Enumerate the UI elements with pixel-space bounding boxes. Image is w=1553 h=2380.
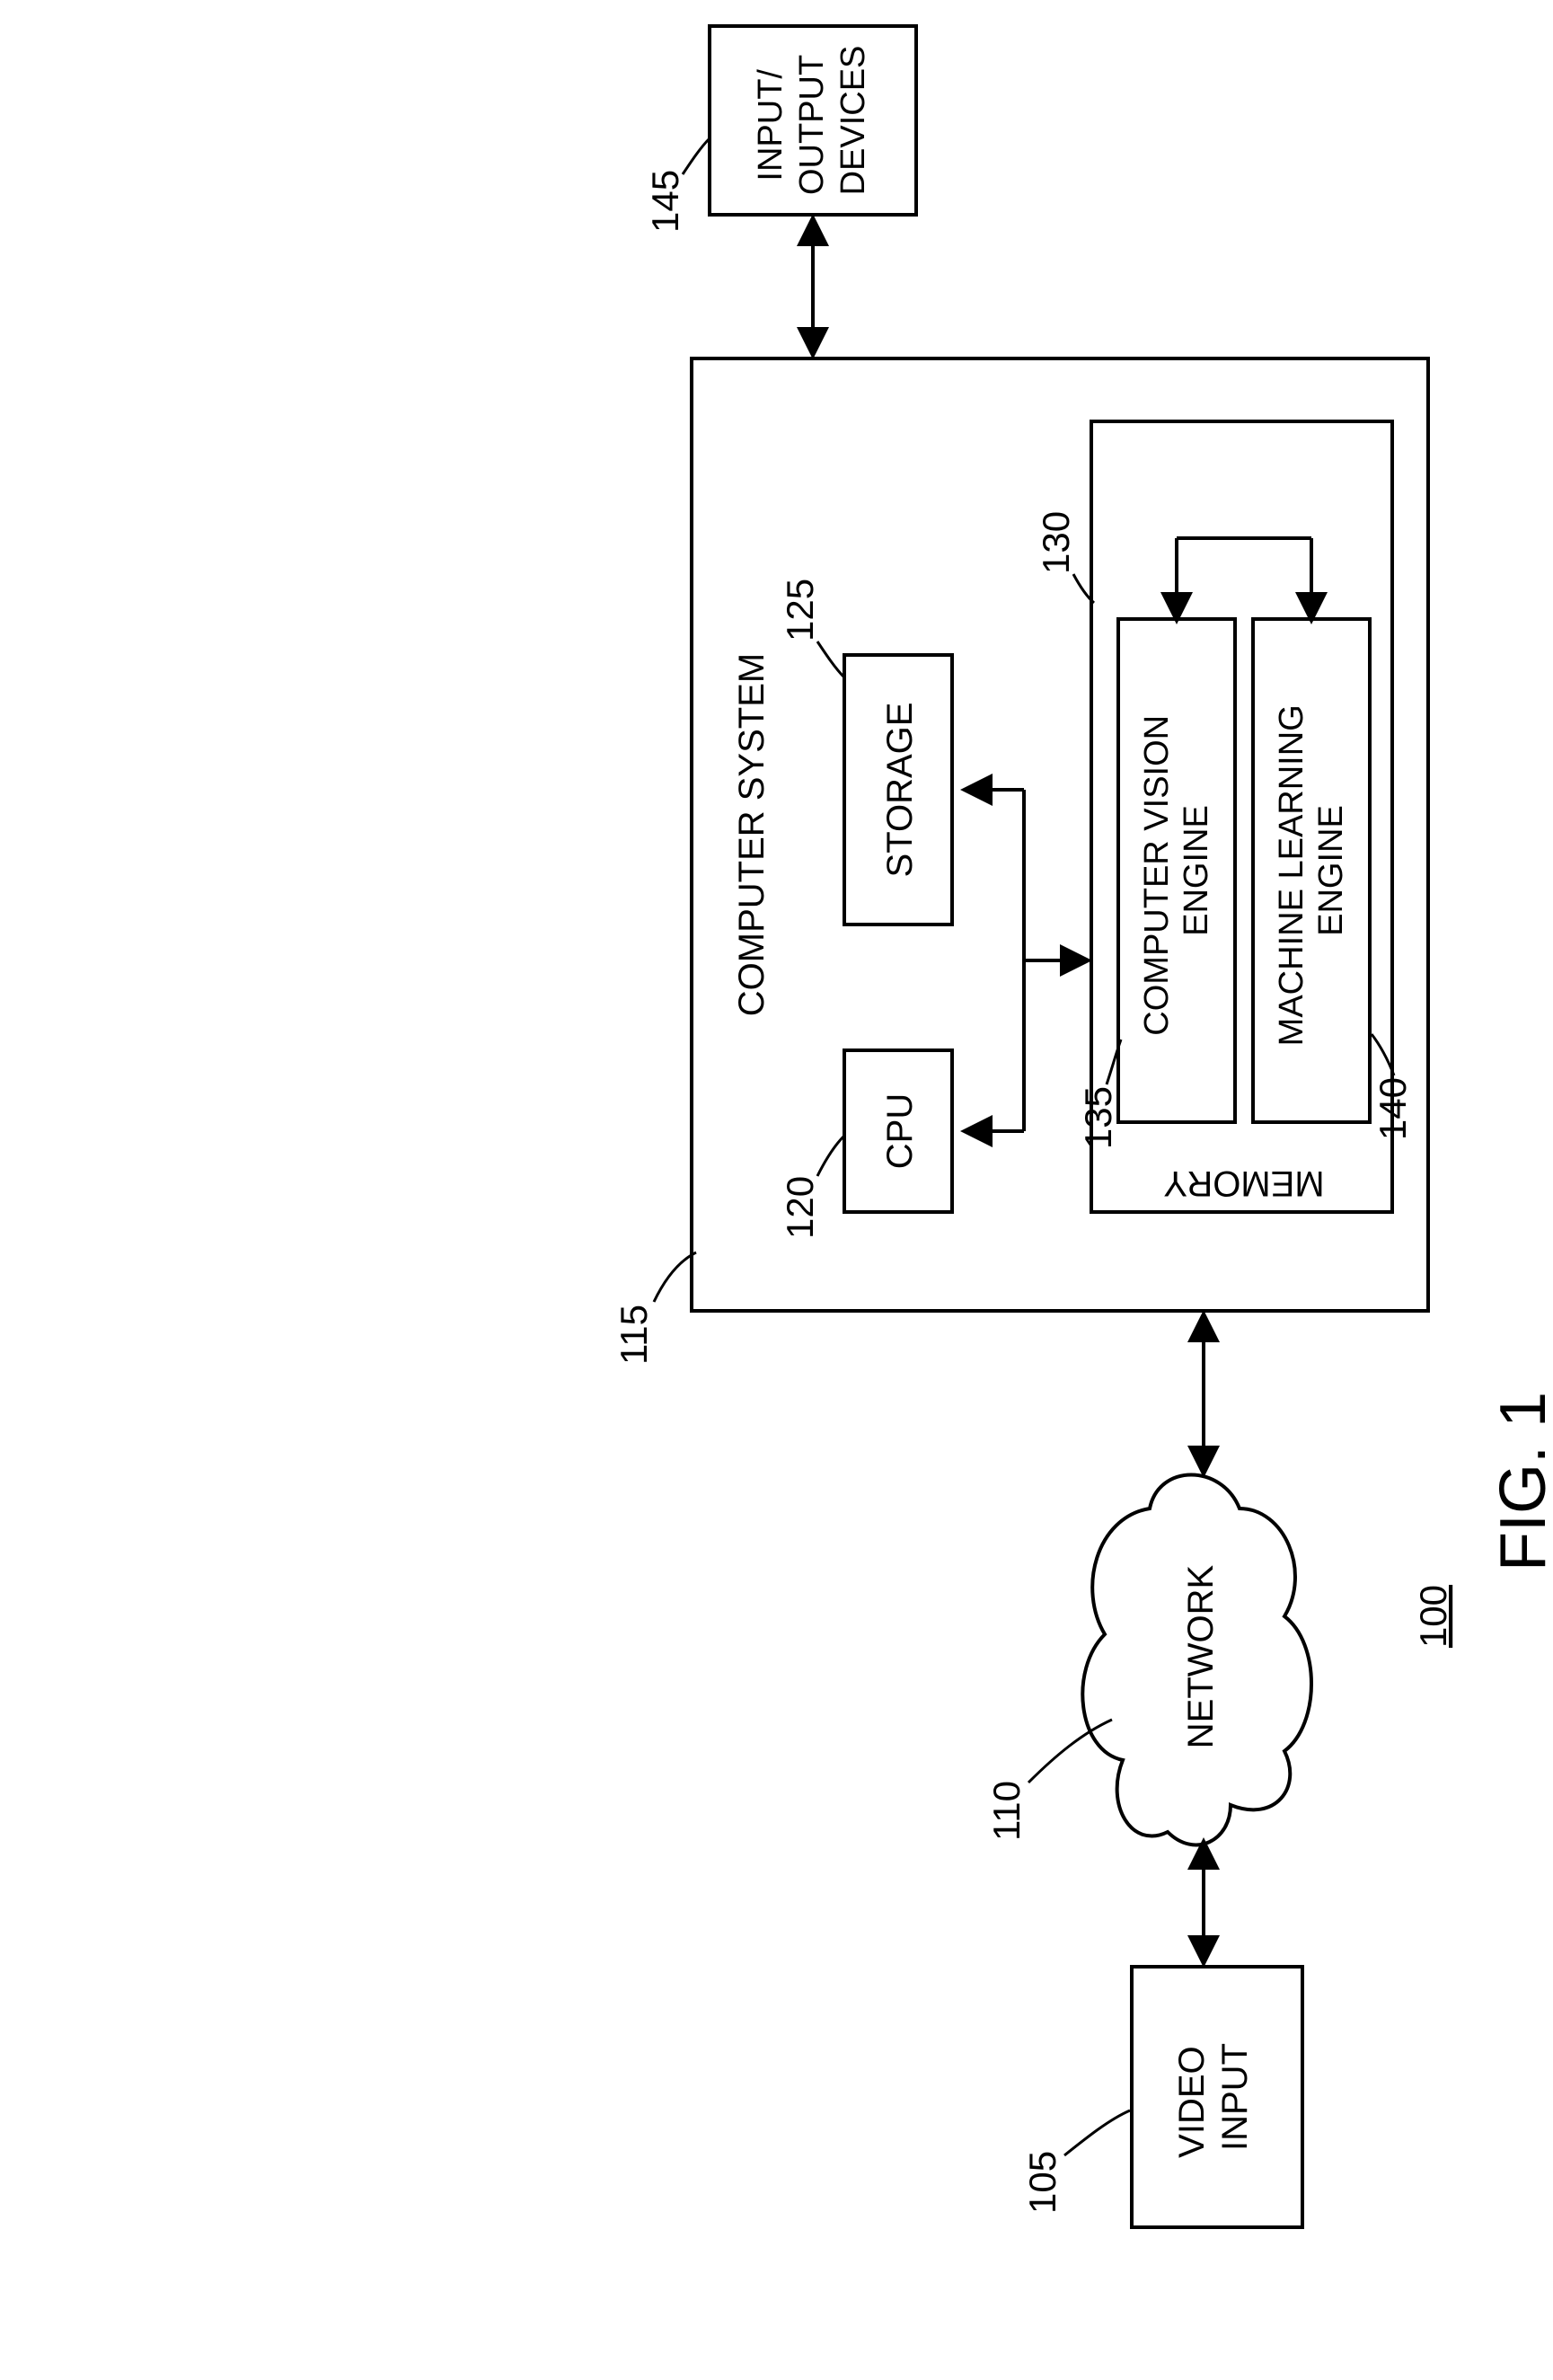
- network-ref: 110: [985, 1781, 1028, 1841]
- computer-system-label: COMPUTER SYSTEM: [732, 653, 772, 1016]
- video-input-node: VIDEO INPUT: [1132, 1967, 1302, 2227]
- cv-engine-label-2: ENGINE: [1178, 805, 1215, 936]
- svg-text:MACHINE LEARNING ENGIN: MACHINE LEARNING ENGINE: [1273, 695, 1350, 1047]
- ml-engine-node: MACHINE LEARNING ENGINE: [1253, 619, 1370, 1122]
- memory-label: MEMORY: [1163, 1163, 1324, 1203]
- cv-engine-label-1: COMPUTER VISION: [1138, 715, 1176, 1036]
- network-node: NETWORK: [1082, 1475, 1311, 1845]
- cpu-storage-memory-bus: [966, 790, 1087, 1131]
- video-input-label-1: VIDEO: [1172, 2046, 1212, 2157]
- storage-node: STORAGE: [844, 655, 952, 925]
- ml-engine-ref: 140: [1372, 1077, 1414, 1140]
- svg-text:COMPUTER VISION ENGINE: COMPUTER VISION ENGINE: [1138, 705, 1215, 1035]
- io-label-3: DEVICES: [834, 46, 872, 196]
- memory-ref: 130: [1035, 511, 1077, 574]
- computer-system-ref: 115: [613, 1305, 655, 1365]
- ml-engine-label-2: ENGINE: [1312, 805, 1350, 936]
- figure-diagram: VIDEO INPUT 105 NETWORK 110 COMPUTER SYS…: [0, 0, 1553, 2380]
- svg-text:VIDEO INPUT: VIDEO INPUT: [1172, 2036, 1255, 2158]
- io-devices-ref: 145: [644, 170, 686, 233]
- storage-ref: 125: [779, 579, 821, 641]
- video-input-label-2: INPUT: [1215, 2043, 1255, 2151]
- cv-engine-ref: 135: [1077, 1086, 1119, 1149]
- svg-text:INPUT/ OUTPUT: INPUT/ OUTPUT DEVICES: [752, 46, 872, 196]
- io-label-1: INPUT/: [752, 69, 790, 181]
- network-label: NETWORK: [1181, 1564, 1221, 1748]
- ml-engine-label-1: MACHINE LEARNING: [1273, 704, 1310, 1046]
- cpu-ref: 120: [779, 1176, 821, 1239]
- system-ref: 100: [1412, 1585, 1454, 1648]
- video-input-ref: 105: [1021, 2151, 1063, 2214]
- io-label-2: OUTPUT: [793, 55, 831, 195]
- cv-engine-node: COMPUTER VISION ENGINE: [1118, 619, 1235, 1122]
- figure-caption: FIG. 1: [1487, 1392, 1553, 1571]
- storage-label: STORAGE: [880, 703, 920, 878]
- edge-cv-ml: [1177, 538, 1311, 619]
- io-devices-node: INPUT/ OUTPUT DEVICES: [710, 26, 916, 215]
- cpu-node: CPU: [844, 1050, 952, 1212]
- cpu-label: CPU: [880, 1093, 920, 1169]
